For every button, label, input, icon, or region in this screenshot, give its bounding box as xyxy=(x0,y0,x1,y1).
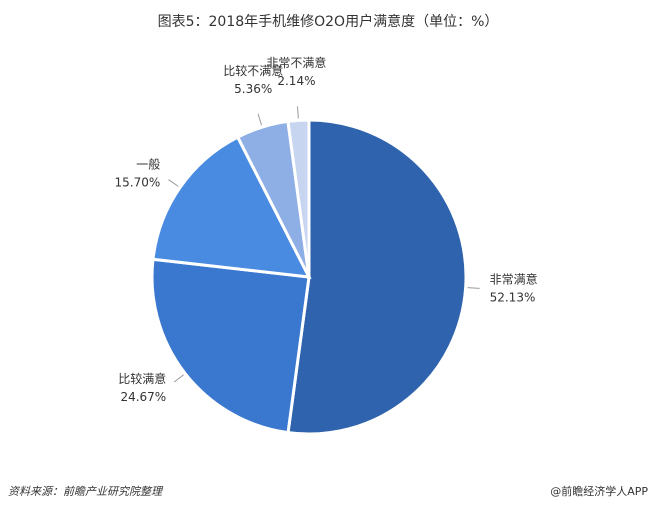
source-note: 资料来源：前瞻产业研究院整理 xyxy=(8,485,164,498)
credit: @前瞻经济学人APP xyxy=(550,484,648,498)
slice-value-label: 5.36% xyxy=(234,82,272,96)
slice-label: 非常满意 xyxy=(490,272,538,287)
pie-slice xyxy=(150,257,311,435)
slice-value-label: 24.67% xyxy=(120,390,166,404)
slice-value-label: 2.14% xyxy=(277,74,315,88)
slice-label: 比较不满意 xyxy=(223,63,283,78)
chart-title: 图表5：2018年手机维修O2O用户满意度（单位：%） xyxy=(158,13,499,30)
leader-line xyxy=(257,113,263,126)
pie-slice xyxy=(151,135,312,279)
leader-line xyxy=(168,179,179,187)
slice-value-label: 15.70% xyxy=(114,175,160,189)
leader-line xyxy=(173,374,184,383)
slice-label: 非常不满意 xyxy=(266,55,326,70)
slice-value-label: 52.13% xyxy=(490,291,536,305)
slice-label: 一般 xyxy=(136,156,160,171)
pie-slice xyxy=(286,118,311,278)
slice-label: 比较满意 xyxy=(118,371,166,386)
leader-line xyxy=(297,106,299,119)
pie-slice xyxy=(286,118,468,436)
leader-line xyxy=(467,287,480,289)
